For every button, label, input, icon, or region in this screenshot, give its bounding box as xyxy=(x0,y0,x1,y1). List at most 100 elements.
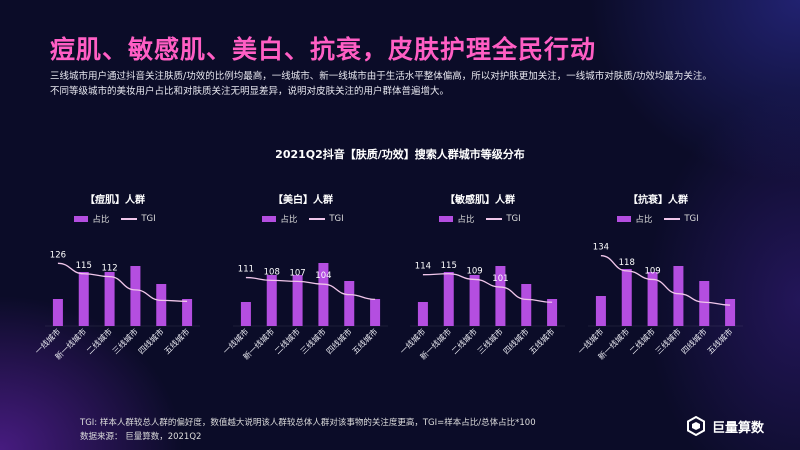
description-line-1: 三线城市用户通过抖音关注肤质/功效的比例均最高，一线城市、新一线城市由于生活水平… xyxy=(50,71,712,82)
tgi-data-label: 108 xyxy=(264,267,280,277)
chart-panel-2: 【美白】人群 占比 TGI 一线城市 新一线城市 二线城市 三线城市 四线城市 五线城市 111 1… xyxy=(213,0,393,450)
tgi-data-label: 107 xyxy=(289,268,305,278)
bar xyxy=(521,284,532,326)
chart-panel-1: 【痘肌】人群 占比 TGI 一线城市 新一线城市 二线城市 三线城市 四线城市 五线城市 126 1… xyxy=(25,0,205,450)
legend-label-line: TGI xyxy=(684,214,699,224)
bar xyxy=(595,296,606,326)
bar xyxy=(318,263,329,326)
legend-line-swatch xyxy=(121,218,138,220)
legend-bar-swatch xyxy=(262,216,277,222)
bar xyxy=(699,281,710,326)
category-label: 三线城市 xyxy=(298,326,328,356)
juliang-logo-icon xyxy=(687,416,705,436)
legend-bar-swatch xyxy=(617,216,632,222)
legend-line-swatch xyxy=(664,218,681,220)
chart-legend: 占比 TGI xyxy=(213,213,393,225)
page-title: 痘肌、敏感肌、美白、抗衰，皮肤护理全民行动 xyxy=(50,35,597,64)
legend-line-swatch xyxy=(309,218,326,220)
category-label: 四线城市 xyxy=(136,326,166,356)
chart-panel-3: 【敏感肌】人群 占比 TGI 一线城市 新一线城市 二线城市 三线城市 四线城市 五线城市 114… xyxy=(390,0,570,450)
category-label: 四线城市 xyxy=(324,326,354,356)
legend-label-bar: 占比 xyxy=(457,215,475,225)
description: 三线城市用户通过抖音关注肤质/功效的比例均最高，一线城市、新一线城市由于生活水平… xyxy=(50,69,770,99)
bar xyxy=(621,269,632,326)
bar xyxy=(130,266,141,326)
bar xyxy=(417,302,428,326)
tgi-data-label: 112 xyxy=(101,264,117,274)
category-label: 四线城市 xyxy=(679,326,709,356)
bar xyxy=(156,284,167,326)
tgi-data-label: 115 xyxy=(441,261,457,271)
logo-text: 巨量算数 xyxy=(712,420,765,436)
tgi-data-label: 115 xyxy=(76,261,92,271)
bar xyxy=(240,302,251,326)
legend-label-bar: 占比 xyxy=(92,215,110,225)
legend-line-swatch xyxy=(486,218,503,220)
category-label: 二线城市 xyxy=(272,326,302,356)
tgi-line xyxy=(245,276,376,301)
chart-title: 【美白】人群 xyxy=(273,195,333,206)
category-label: 五线城市 xyxy=(705,326,735,356)
tgi-data-label: 134 xyxy=(593,243,609,253)
category-label: 五线城市 xyxy=(527,326,557,356)
bar xyxy=(266,275,277,326)
tgi-data-label: 114 xyxy=(415,262,431,272)
tgi-line xyxy=(422,273,553,303)
category-label: 四线城市 xyxy=(501,326,531,356)
chart-legend: 占比 TGI xyxy=(568,213,748,225)
footer-source: 数据来源： 巨量算数，2021Q2 xyxy=(80,432,202,442)
category-label: 五线城市 xyxy=(162,326,192,356)
category-label: 二线城市 xyxy=(449,326,479,356)
bar xyxy=(78,272,89,326)
bar xyxy=(673,266,684,326)
category-label: 三线城市 xyxy=(475,326,505,356)
category-label: 三线城市 xyxy=(110,326,140,356)
logo: 巨量算数 xyxy=(686,416,764,436)
category-label: 二线城市 xyxy=(627,326,657,356)
tgi-data-label: 104 xyxy=(315,271,331,281)
category-label: 五线城市 xyxy=(350,326,380,356)
tgi-data-label: 126 xyxy=(50,250,66,260)
bar xyxy=(182,299,193,326)
category-label: 二线城市 xyxy=(84,326,114,356)
chart-title: 【痘肌】人群 xyxy=(85,195,145,206)
legend-bar-swatch xyxy=(439,216,454,222)
legend-label-bar: 占比 xyxy=(635,215,653,225)
footer-note: TGI: 样本人群较总人群的偏好度，数值越大说明该人群较总体人群对该事物的关注度… xyxy=(80,418,536,428)
legend-label-line: TGI xyxy=(329,214,344,224)
tgi-data-label: 101 xyxy=(492,274,508,284)
chart-panel-4: 【抗衰】人群 占比 TGI 一线城市 新一线城市 二线城市 三线城市 四线城市 五线城市 134 1… xyxy=(568,0,748,450)
footer: TGI: 样本人群较总人群的偏好度，数值越大说明该人群较总体人群对该事物的关注度… xyxy=(80,416,536,444)
bar xyxy=(469,275,480,326)
tgi-data-label: 118 xyxy=(619,258,635,268)
bar xyxy=(725,299,736,326)
tgi-data-label: 109 xyxy=(644,266,660,276)
bar xyxy=(104,272,115,326)
legend-bar-swatch xyxy=(74,216,89,222)
bar xyxy=(647,272,658,326)
legend-label-bar: 占比 xyxy=(280,215,298,225)
bar xyxy=(292,275,303,326)
chart-title: 【敏感肌】人群 xyxy=(445,195,515,206)
chart-main-title: 2021Q2抖音【肤质/功效】搜索人群城市等级分布 xyxy=(275,148,525,161)
legend-label-line: TGI xyxy=(506,214,521,224)
tgi-data-label: 109 xyxy=(466,266,482,276)
chart-title: 【抗衰】人群 xyxy=(628,195,688,206)
legend-label-line: TGI xyxy=(141,214,156,224)
tgi-line xyxy=(57,262,188,302)
chart-legend: 占比 TGI xyxy=(390,213,570,225)
category-label: 三线城市 xyxy=(653,326,683,356)
description-line-2: 不同等级城市的美妆用户占比和对肤质关注无明显差异，说明对皮肤关注的用户群体普遍增… xyxy=(50,86,450,97)
bar xyxy=(547,299,558,326)
tgi-line xyxy=(600,255,731,306)
chart-legend: 占比 TGI xyxy=(25,213,205,225)
bar xyxy=(370,299,381,326)
bar xyxy=(495,266,506,326)
bar xyxy=(443,272,454,326)
bar xyxy=(52,299,63,326)
tgi-data-label: 111 xyxy=(238,265,254,275)
